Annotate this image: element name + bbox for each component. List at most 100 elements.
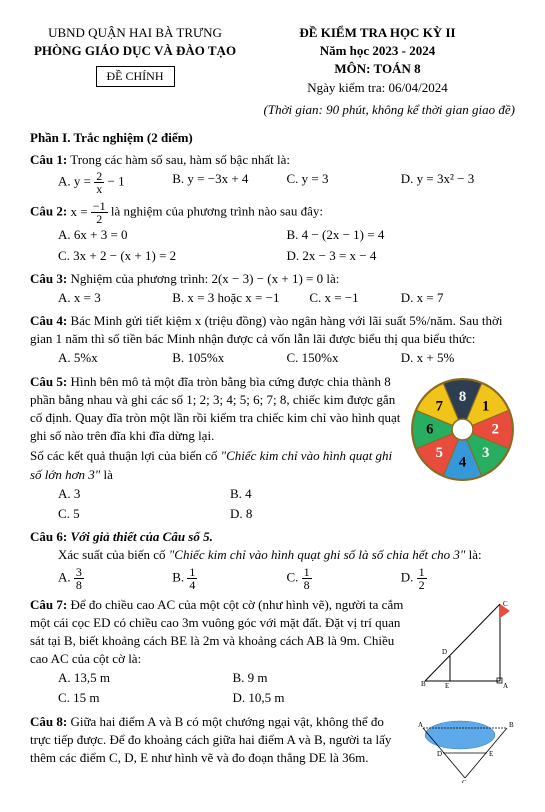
q5-label: Câu 5: [30,374,67,389]
q1-label: Câu 1: [30,152,67,167]
svg-text:3: 3 [482,444,489,460]
q2-prefix: x = −12 [70,204,107,219]
q5-body: Câu 5: Hình bên mô tả một đĩa tròn bằng … [30,373,402,525]
svg-text:B: B [509,721,514,729]
q7-text: Để đo chiều cao AC của một cột cờ (như h… [30,597,403,667]
exam-subject: MÔN: TOÁN 8 [240,60,515,78]
dept-line: PHÒNG GIÁO DỤC VÀ ĐÀO TẠO [30,42,240,60]
q4-opt-d: D. x + 5% [401,348,515,368]
svg-text:E: E [445,682,449,690]
svg-text:A: A [418,721,423,729]
q5-prompt-prefix: Số các kết quả thuận lợi của biến cố [30,448,221,463]
q3-expr: 2(x − 3) − (x + 1) = 0 [211,271,323,286]
svg-text:E: E [489,750,493,758]
q5-prompt: Số các kết quả thuận lợi của biến cố "Ch… [30,447,402,483]
q3-suffix: là: [326,271,339,286]
q2-text: là nghiệm của phương trình nào sau đây: [111,204,323,219]
header-left: UBND QUẬN HAI BÀ TRƯNG PHÒNG GIÁO DỤC VÀ… [30,24,240,97]
svg-text:C: C [503,600,508,608]
question-5: Câu 5: Hình bên mô tả một đĩa tròn bằng … [30,373,515,525]
svg-text:B: B [421,680,426,688]
q7-opt-c: C. 15 m [58,688,233,708]
q3-opt-b: B. x = 3 hoặc x = −1 [172,288,309,308]
q4-opt-a: A. 5%x [58,348,172,368]
q7-opt-d: D. 10,5 m [233,688,408,708]
exam-title: ĐỀ KIỂM TRA HỌC KỲ II [240,24,515,42]
district-line: UBND QUẬN HAI BÀ TRƯNG [30,24,240,42]
exam-date: Ngày kiểm tra: 06/04/2024 [240,79,515,97]
q5-prompt-suffix: là [104,467,113,482]
header-right: ĐỀ KIỂM TRA HỌC KỲ II Năm học 2023 - 202… [240,24,515,97]
q2-label: Câu 2: [30,204,67,219]
q2-opt-a: A. 6x + 3 = 0 [58,225,287,245]
svg-text:6: 6 [426,421,433,437]
question-3: Câu 3: Nghiệm của phương trình: 2(x − 3)… [30,270,515,308]
q1-opt-c: C. y = 3 [287,169,401,196]
q8-text: Giữa hai điểm A và B có một chướng ngại … [30,714,391,765]
question-6: Câu 6: Với giả thiết của Câu số 5. Xác s… [30,528,515,591]
svg-text:C: C [462,779,467,783]
q3-prefix: Nghiệm của phương trình: [70,271,211,286]
q6-opt-c: C. 18 [287,565,401,592]
q3-opt-d: D. x = 7 [401,288,515,308]
q6-quote: "Chiếc kim chỉ vào hình quạt ghi số là s… [169,547,466,562]
q4-text: Bác Minh gửi tiết kiệm x (triệu đồng) và… [30,313,502,346]
svg-text:1: 1 [482,398,489,414]
q1-opt-b: B. y = −3x + 4 [172,169,286,196]
q7-opt-b: B. 9 m [233,668,408,688]
svg-text:4: 4 [459,454,467,470]
q7-label: Câu 7: [30,597,67,612]
q6-prefix: Xác suất của biến cố [58,547,169,562]
q5-opt-d: D. 8 [230,504,402,524]
part1-title: Phần I. Trắc nghiệm (2 điểm) [30,129,515,147]
q8-body: Câu 8: Giữa hai điểm A và B có một chướn… [30,713,407,768]
q1-text: Trong các hàm số sau, hàm số bậc nhất là… [70,152,290,167]
question-7: Câu 7: Để đo chiều cao AC của một cột cờ… [30,596,515,709]
q7-body: Câu 7: Để đo chiều cao AC của một cột cờ… [30,596,407,709]
exam-stamp: ĐỀ CHÍNH [96,66,175,87]
q2-options: A. 6x + 3 = 0 B. 4 − (2x − 1) = 4 C. 3x … [58,225,515,265]
q2-opt-d: D. 2x − 3 = x − 4 [287,246,516,266]
q3-opt-c: C. x = −1 [309,288,400,308]
q8-figure: A B D E C [415,713,515,788]
q8-label: Câu 8: [30,714,67,729]
svg-text:7: 7 [436,398,443,414]
q5-text: Hình bên mô tả một đĩa tròn bằng bìa cứn… [30,374,400,444]
question-4: Câu 4: Bác Minh gửi tiết kiệm x (triệu đ… [30,312,515,369]
question-1: Câu 1: Trong các hàm số sau, hàm số bậc … [30,151,515,196]
q3-options: A. x = 3 B. x = 3 hoặc x = −1 C. x = −1 … [58,288,515,308]
q4-label: Câu 4: [30,313,67,328]
question-2: Câu 2: x = −12 là nghiệm của phương trìn… [30,200,515,265]
q1-options: A. y = 2x − 1 B. y = −3x + 4 C. y = 3 D.… [58,169,515,196]
q2-opt-b: B. 4 − (2x − 1) = 4 [287,225,516,245]
time-note: (Thời gian: 90 phút, không kể thời gian … [30,101,515,119]
q5-opt-c: C. 5 [58,504,230,524]
svg-text:D: D [442,648,447,656]
q4-opt-c: C. 150%x [287,348,401,368]
svg-text:A: A [503,682,508,690]
q1-opt-a: A. y = 2x − 1 [58,169,172,196]
q6-heading: Với giả thiết của Câu số 5. [70,529,212,544]
q6-options: A. 38 B. 14 C. 18 D. 12 [58,565,515,592]
svg-text:D: D [437,750,442,758]
q6-opt-a: A. 38 [58,565,172,592]
q7-figure: B E A D C [415,596,515,696]
exam-year: Năm học 2023 - 2024 [240,42,515,60]
header: UBND QUẬN HAI BÀ TRƯNG PHÒNG GIÁO DỤC VÀ… [30,24,515,97]
q2-opt-c: C. 3x + 2 − (x + 1) = 2 [58,246,287,266]
q7-options: A. 13,5 m B. 9 m C. 15 m D. 10,5 m [58,668,407,708]
svg-text:2: 2 [492,421,499,437]
spinner-wheel: 12345678 [410,377,515,482]
q5-opt-a: A. 3 [58,484,230,504]
q5-options: A. 3 B. 4 C. 5 D. 8 [58,484,402,524]
q6-opt-d: D. 12 [401,565,515,592]
svg-text:5: 5 [436,444,443,460]
q4-options: A. 5%x B. 105%x C. 150%x D. x + 5% [58,348,515,368]
svg-text:8: 8 [459,389,466,405]
q5-opt-b: B. 4 [230,484,402,504]
q7-opt-a: A. 13,5 m [58,668,233,688]
q3-label: Câu 3: [30,271,67,286]
question-8: Câu 8: Giữa hai điểm A và B có một chướn… [30,713,515,788]
q1-opt-d: D. y = 3x² − 3 [401,169,515,196]
q6-opt-b: B. 14 [172,565,286,592]
